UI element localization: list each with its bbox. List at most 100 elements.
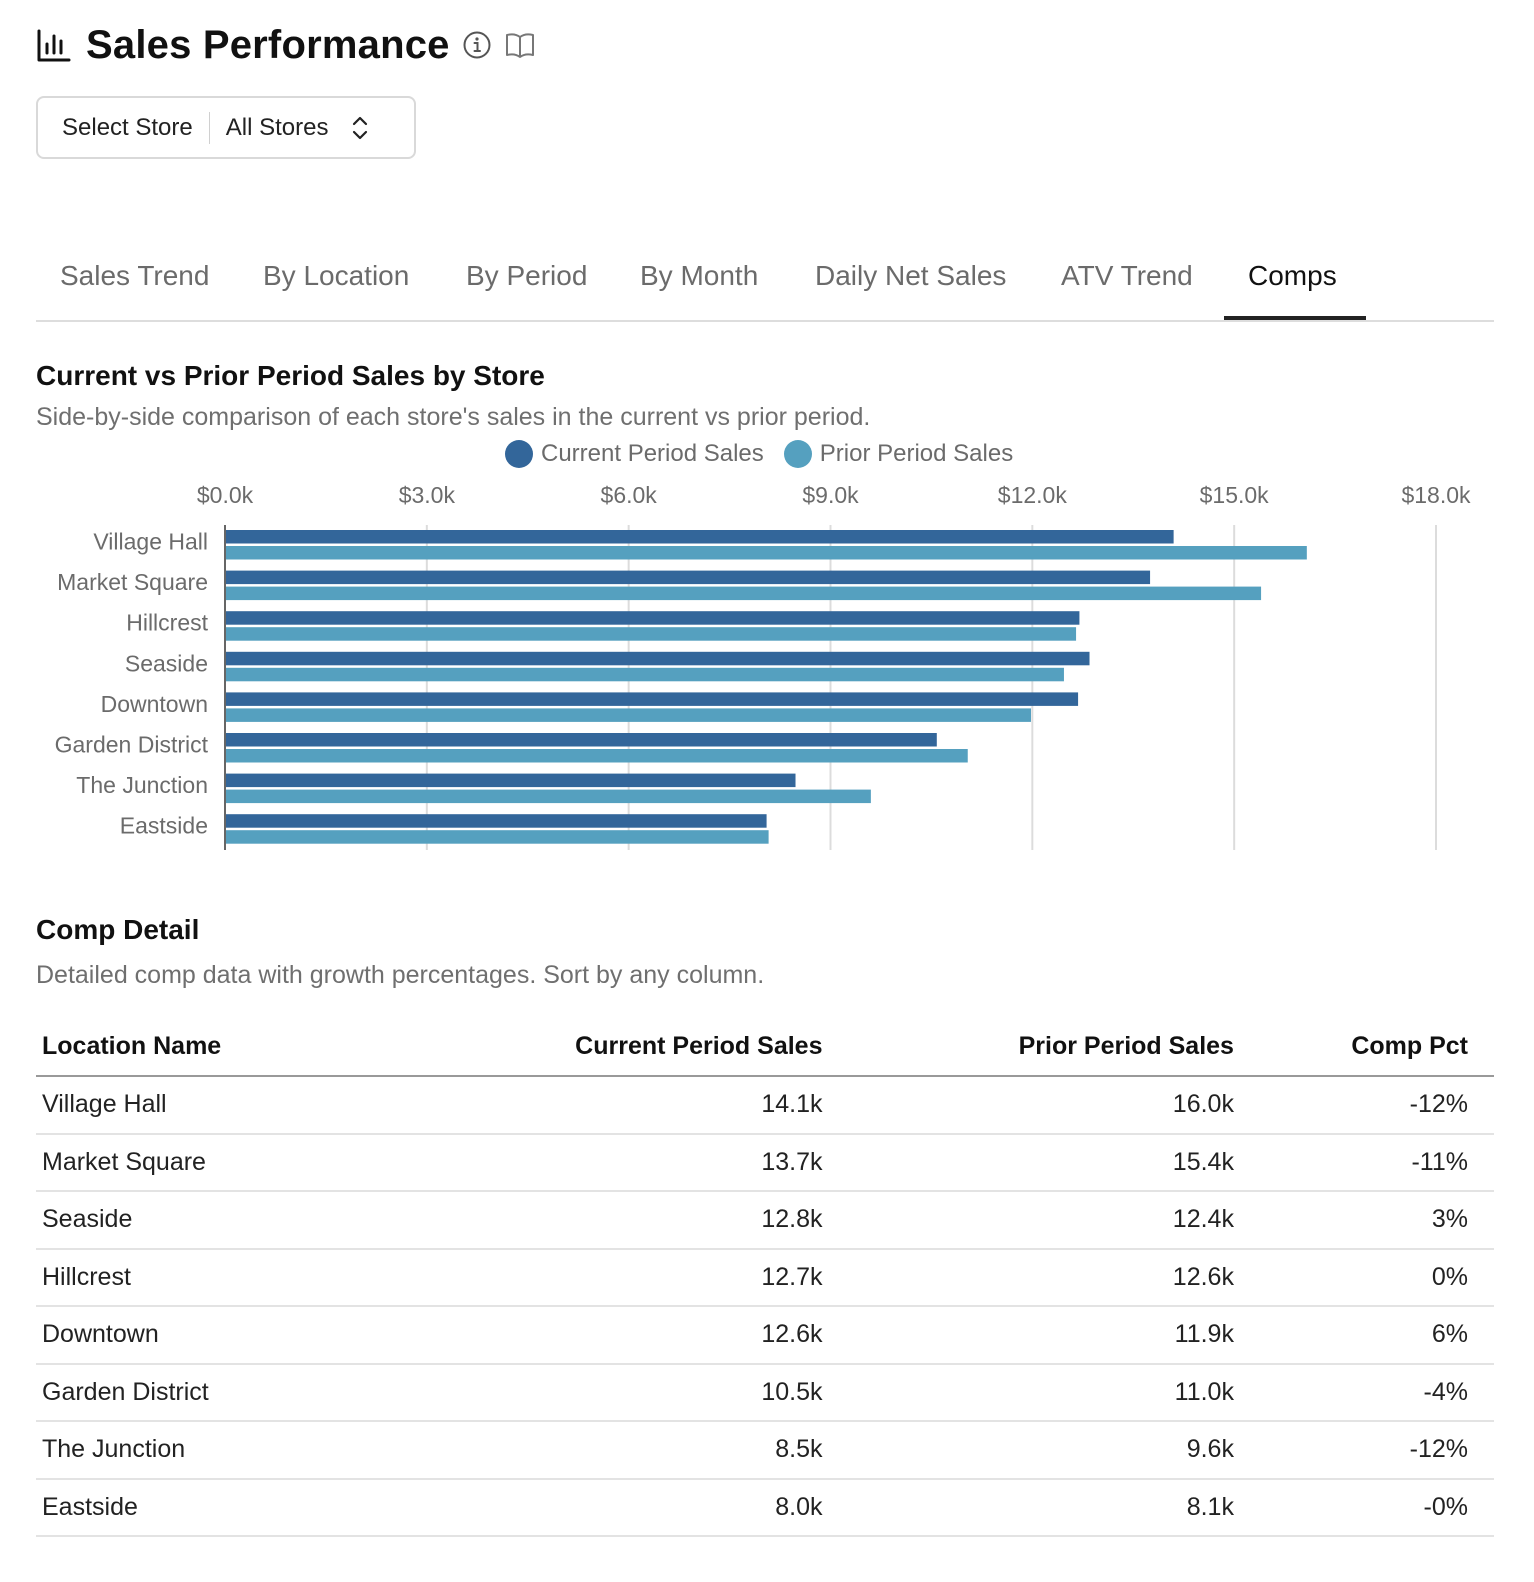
cell-comp-pct: 6% bbox=[1239, 1306, 1494, 1365]
x-tick-label: $6.0k bbox=[601, 482, 658, 508]
y-category-label: Eastside bbox=[120, 813, 208, 839]
cell-comp-pct: 0% bbox=[1239, 1248, 1494, 1307]
store-select-value: All Stores bbox=[225, 113, 329, 141]
bar-prior bbox=[225, 667, 1064, 682]
bar-current bbox=[225, 814, 767, 828]
tab-bar: Sales Trend By Location By Period By Mon… bbox=[36, 248, 1494, 322]
cell-current-sales: 12.8k bbox=[442, 1191, 829, 1250]
cell-prior-sales: 11.9k bbox=[828, 1306, 1240, 1365]
tab-sales-trend[interactable]: Sales Trend bbox=[60, 260, 210, 291]
legend-item-current[interactable]: Current Period Sales bbox=[505, 440, 764, 468]
cell-location: Market Square bbox=[36, 1133, 443, 1192]
bar-prior bbox=[225, 546, 1307, 560]
comp-table: Location Name Current Period Sales Prior… bbox=[36, 1018, 1494, 1537]
cell-current-sales: 8.0k bbox=[442, 1478, 829, 1537]
tab-comps[interactable]: Comps bbox=[1248, 260, 1337, 291]
chart-title: Current vs Prior Period Sales by Store bbox=[36, 360, 545, 391]
cell-prior-sales: 11.0k bbox=[828, 1363, 1240, 1422]
cell-prior-sales: 16.0k bbox=[828, 1076, 1240, 1135]
cell-comp-pct: -12% bbox=[1239, 1421, 1494, 1480]
table-row: Garden District 10.5k 11.0k -4% bbox=[36, 1363, 1494, 1422]
active-tab-indicator bbox=[1224, 316, 1366, 320]
tab-daily-net-sales[interactable]: Daily Net Sales bbox=[815, 260, 1007, 291]
table-row: The Junction 8.5k 9.6k -12% bbox=[36, 1421, 1494, 1480]
table-row: Seaside 12.8k 12.4k 3% bbox=[36, 1191, 1494, 1250]
chart-subtitle: Side-by-side comparison of each store's … bbox=[36, 403, 871, 431]
bar-current bbox=[225, 611, 1080, 625]
table-row: Market Square 13.7k 15.4k -11% bbox=[36, 1133, 1494, 1192]
cell-prior-sales: 8.1k bbox=[828, 1478, 1240, 1537]
legend-label-current: Current Period Sales bbox=[541, 440, 764, 467]
tab-by-period[interactable]: By Period bbox=[466, 260, 588, 291]
cell-comp-pct: -11% bbox=[1239, 1133, 1494, 1192]
x-tick-label: $9.0k bbox=[802, 482, 859, 508]
y-category-label: The Junction bbox=[76, 772, 208, 798]
legend-swatch-current bbox=[505, 440, 533, 468]
store-select[interactable]: Select Store All Stores bbox=[36, 96, 416, 159]
cell-current-sales: 10.5k bbox=[442, 1363, 829, 1422]
tab-by-month[interactable]: By Month bbox=[640, 260, 759, 291]
chevron-up-down-icon bbox=[353, 116, 368, 139]
column-header-current-sales[interactable]: Current Period Sales bbox=[442, 1018, 829, 1077]
cell-location: Downtown bbox=[36, 1306, 443, 1365]
x-tick-label: $18.0k bbox=[1401, 482, 1471, 508]
y-category-label: Market Square bbox=[57, 569, 208, 595]
cell-current-sales: 13.7k bbox=[442, 1133, 829, 1192]
bar-prior bbox=[225, 789, 871, 804]
cell-prior-sales: 15.4k bbox=[828, 1133, 1240, 1192]
bar-chart: $0.0k $3.0k $6.0k $9.0k $12.0k $15.0k $18.0k Vi… bbox=[55, 482, 1471, 850]
chart-legend: Current Period Sales Prior Period Sales bbox=[505, 440, 1033, 468]
table-row: Eastside 8.0k 8.1k -0% bbox=[36, 1478, 1494, 1537]
cell-location: Garden District bbox=[36, 1363, 443, 1422]
x-tick-label: $15.0k bbox=[1200, 482, 1270, 508]
bar-current bbox=[225, 692, 1079, 706]
bar-current bbox=[225, 773, 796, 788]
x-tick-label: $3.0k bbox=[399, 482, 456, 508]
bar-current bbox=[225, 651, 1090, 666]
bar-prior bbox=[225, 830, 769, 844]
y-category-label: Hillcrest bbox=[126, 610, 208, 636]
cell-location: Hillcrest bbox=[36, 1248, 443, 1307]
table-row: Downtown 12.6k 11.9k 6% bbox=[36, 1306, 1494, 1365]
cell-location: The Junction bbox=[36, 1421, 443, 1480]
cell-prior-sales: 12.4k bbox=[828, 1191, 1240, 1250]
book-icon[interactable] bbox=[504, 29, 536, 61]
x-tick-label: $12.0k bbox=[998, 482, 1068, 508]
column-header-location[interactable]: Location Name bbox=[36, 1018, 443, 1077]
table-row: Hillcrest 12.7k 12.6k 0% bbox=[36, 1248, 1494, 1307]
cell-current-sales: 14.1k bbox=[442, 1076, 829, 1135]
cell-location: Seaside bbox=[36, 1191, 443, 1250]
cell-comp-pct: -0% bbox=[1239, 1478, 1494, 1537]
cell-comp-pct: -12% bbox=[1239, 1076, 1494, 1135]
bar-current bbox=[225, 570, 1151, 585]
cell-prior-sales: 12.6k bbox=[828, 1248, 1240, 1307]
cell-location: Eastside bbox=[36, 1478, 443, 1537]
table-row: Village Hall 14.1k 16.0k -12% bbox=[36, 1076, 1494, 1135]
info-icon[interactable] bbox=[462, 30, 492, 60]
cell-comp-pct: 3% bbox=[1239, 1191, 1494, 1250]
tab-by-location[interactable]: By Location bbox=[263, 260, 410, 291]
y-category-label: Village Hall bbox=[93, 529, 208, 555]
table-title: Comp Detail bbox=[36, 914, 200, 945]
page-title: Sales Performance bbox=[86, 22, 450, 67]
legend-swatch-prior bbox=[783, 440, 812, 468]
legend-item-prior[interactable]: Prior Period Sales bbox=[783, 440, 1014, 468]
y-category-label: Seaside bbox=[125, 650, 208, 676]
tab-atv-trend[interactable]: ATV Trend bbox=[1061, 260, 1193, 291]
bar-prior bbox=[225, 586, 1262, 601]
bar-prior bbox=[225, 749, 968, 763]
y-category-label: Garden District bbox=[55, 732, 209, 758]
column-header-comp-pct[interactable]: Comp Pct bbox=[1239, 1018, 1494, 1077]
store-select-divider bbox=[208, 111, 210, 144]
y-category-label: Downtown bbox=[101, 691, 208, 717]
bar-prior bbox=[225, 627, 1077, 641]
cell-current-sales: 8.5k bbox=[442, 1421, 829, 1480]
cell-prior-sales: 9.6k bbox=[828, 1421, 1240, 1480]
store-select-label: Select Store bbox=[62, 113, 193, 141]
legend-label-prior: Prior Period Sales bbox=[819, 440, 1014, 467]
column-header-prior-sales[interactable]: Prior Period Sales bbox=[828, 1018, 1240, 1077]
cell-current-sales: 12.6k bbox=[442, 1306, 829, 1365]
cell-current-sales: 12.7k bbox=[442, 1248, 829, 1307]
cell-comp-pct: -4% bbox=[1239, 1363, 1494, 1422]
